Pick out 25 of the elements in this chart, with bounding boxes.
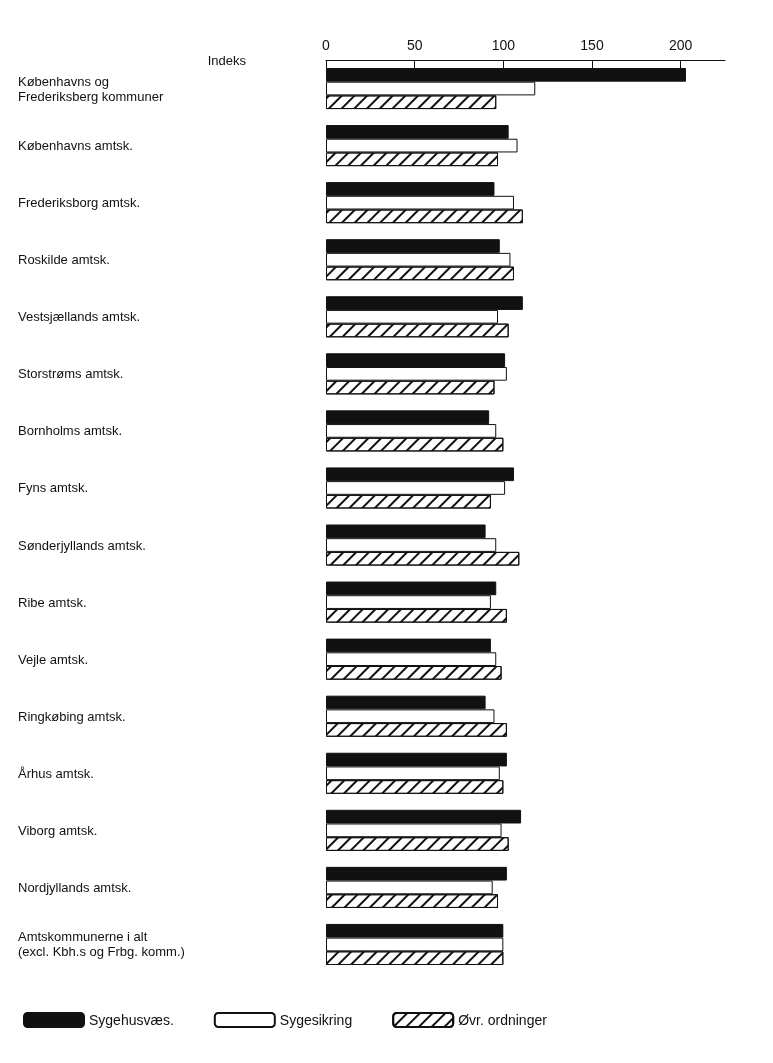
y-tick-label: Fyns amtsk. [18,480,89,496]
x2-tick-label: 100 [491,37,516,53]
y-tick-label: Vejle amtsk. [18,651,89,667]
x2-tick-label: 200 [668,37,693,53]
x2-axis-title: Indeks [207,52,247,68]
legend-label: Øvr. ordninger [458,1012,548,1028]
y-tick-label: Nordjyllands amtsk. [18,879,132,895]
y-tick-label: Sønderjyllands amtsk. [18,537,146,553]
legend-label: Sygehusvæs. [89,1012,174,1028]
y-tick-label: Viborg amtsk. [18,822,98,838]
y-tick-label: Københavns og Frederiksberg kommuner [18,73,164,104]
y-tick-label: Ribe amtsk. [18,594,87,610]
y-tick-label: Storstrøms amtsk. [18,366,124,382]
legend-label: Sygesikring [279,1012,353,1028]
x2-tick-label: 0 [322,37,331,53]
y-tick-label: Århus amtsk. [18,765,94,781]
y-tick-label: Roskilde amtsk. [18,252,110,268]
x2-tick-label: 150 [580,37,604,53]
y-tick-label: Bornholms amtsk. [18,423,123,439]
y-tick-label: Vestsjællands amtsk. [18,309,141,325]
y-tick-label: Frederiksborg amtsk. [18,195,141,211]
y-tick-label: Amtskommunerne i alt (excl. Kbh.s og Frbg. komm.) [18,929,185,960]
y-tick-label: Ringkøbing amtsk. [18,708,126,724]
x2-tick-label: 50 [406,37,423,53]
y-tick-label: Københavns amtsk. [18,138,133,154]
